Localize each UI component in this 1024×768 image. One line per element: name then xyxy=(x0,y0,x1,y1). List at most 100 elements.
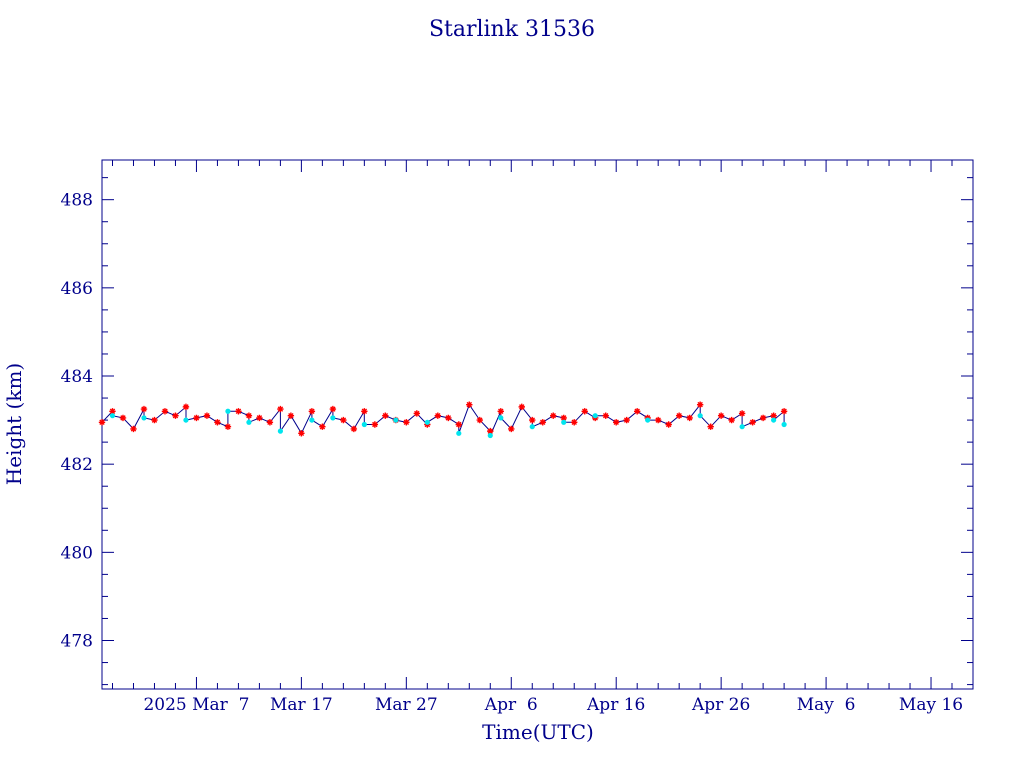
series-line-group xyxy=(101,403,785,436)
data-point-red xyxy=(529,416,536,424)
data-point-cyan xyxy=(592,413,598,419)
data-point-red xyxy=(738,410,746,417)
y-tick-label: 480 xyxy=(61,543,93,563)
x-tick-label: Apr 6 xyxy=(484,695,538,715)
data-point-red xyxy=(298,430,305,437)
data-point-red xyxy=(770,412,777,419)
data-point-red xyxy=(613,419,620,426)
data-point-cyan xyxy=(424,419,430,425)
data-point-red xyxy=(235,408,242,415)
data-point-red xyxy=(193,414,200,422)
x-tick-label: Apr 26 xyxy=(691,695,750,715)
data-point-cyan xyxy=(277,428,283,434)
data-point-cyan xyxy=(246,419,252,425)
data-point-red xyxy=(759,414,767,422)
data-point-cyan xyxy=(487,432,493,439)
data-point-cyan xyxy=(330,415,336,421)
data-point-red xyxy=(696,401,704,408)
y-tick-label: 482 xyxy=(61,455,93,475)
data-point-red xyxy=(550,412,557,419)
y-axis-label: Height (km) xyxy=(2,363,26,485)
x-tick-labels: 2025 Mar 7 Mar 17 Mar 27 Apr 6 Apr 16 Apr 26 M… xyxy=(143,695,963,715)
data-point-red xyxy=(623,416,630,424)
data-point-red xyxy=(717,412,725,419)
y-tick-label: 486 xyxy=(61,279,93,299)
data-point-cyan xyxy=(529,424,535,430)
data-point-cyan xyxy=(561,419,567,425)
data-point-cyan xyxy=(697,413,703,419)
data-point-red xyxy=(119,414,127,422)
data-point-cyan xyxy=(456,430,462,436)
data-point-red xyxy=(403,419,410,426)
chart-title: Starlink 31536 xyxy=(429,17,595,42)
data-point-red xyxy=(203,412,211,419)
data-point-cyan xyxy=(309,417,315,423)
data-point-red xyxy=(665,421,672,428)
axis-ticks xyxy=(102,160,974,689)
data-point-cyan xyxy=(498,415,504,421)
data-point-red xyxy=(675,412,683,419)
data-point-red xyxy=(602,412,609,419)
x-axis-label: Time(UTC) xyxy=(482,720,594,744)
data-point-red xyxy=(371,421,379,428)
data-point-red xyxy=(445,414,452,422)
y-tick-labels: 478 480 482 484 486 488 xyxy=(61,191,93,652)
data-point-red xyxy=(224,423,232,430)
data-point-red xyxy=(182,403,190,411)
data-point-red xyxy=(633,408,641,415)
data-point-red xyxy=(151,416,158,424)
data-point-red xyxy=(413,410,421,417)
data-point-red xyxy=(287,412,295,419)
data-point-red xyxy=(98,419,106,426)
data-point-red xyxy=(686,414,693,422)
data-point-red xyxy=(277,405,284,413)
data-point-red xyxy=(539,419,546,426)
data-point-red xyxy=(476,416,483,424)
data-point-red xyxy=(581,408,588,415)
data-point-cyan xyxy=(109,413,116,419)
data-point-red xyxy=(728,416,735,424)
data-point-red xyxy=(654,416,662,424)
data-point-red xyxy=(245,412,253,419)
series-markers-group xyxy=(98,401,788,439)
data-point-red xyxy=(707,423,714,430)
data-point-red xyxy=(434,412,442,419)
y-tick-label: 484 xyxy=(61,367,93,387)
data-point-red xyxy=(350,425,358,433)
series-line xyxy=(101,403,785,436)
x-tick-label: May 6 xyxy=(797,695,856,715)
data-point-red xyxy=(518,403,525,411)
data-point-red xyxy=(172,412,179,419)
data-point-red xyxy=(487,427,494,435)
data-point-red xyxy=(571,419,578,426)
data-point-red xyxy=(780,408,788,415)
data-point-red xyxy=(508,425,515,433)
data-point-cyan xyxy=(141,415,147,421)
data-point-red xyxy=(361,408,368,415)
x-tick-label: Mar 17 xyxy=(270,695,333,715)
y-tick-label: 478 xyxy=(61,632,93,652)
data-point-cyan xyxy=(183,417,189,423)
data-point-red xyxy=(455,421,462,428)
x-tick-label: 2025 Mar 7 xyxy=(143,695,249,715)
x-tick-label: Apr 16 xyxy=(586,695,645,715)
data-point-cyan xyxy=(781,421,787,428)
data-point-red xyxy=(319,423,326,430)
data-point-red xyxy=(560,414,567,422)
data-point-red xyxy=(140,405,148,413)
data-point-cyan xyxy=(645,417,651,423)
data-point-red xyxy=(340,416,347,424)
data-point-red xyxy=(382,412,389,419)
data-point-cyan xyxy=(225,408,231,414)
data-point-red xyxy=(266,419,274,426)
data-point-red xyxy=(466,401,473,408)
y-tick-label: 488 xyxy=(61,191,93,211)
data-point-red xyxy=(497,408,504,415)
data-point-red xyxy=(749,419,756,426)
data-point-red xyxy=(130,425,137,433)
data-point-cyan xyxy=(771,417,777,423)
data-point-red xyxy=(329,405,337,413)
data-point-red xyxy=(256,414,263,422)
data-point-red xyxy=(214,419,221,426)
